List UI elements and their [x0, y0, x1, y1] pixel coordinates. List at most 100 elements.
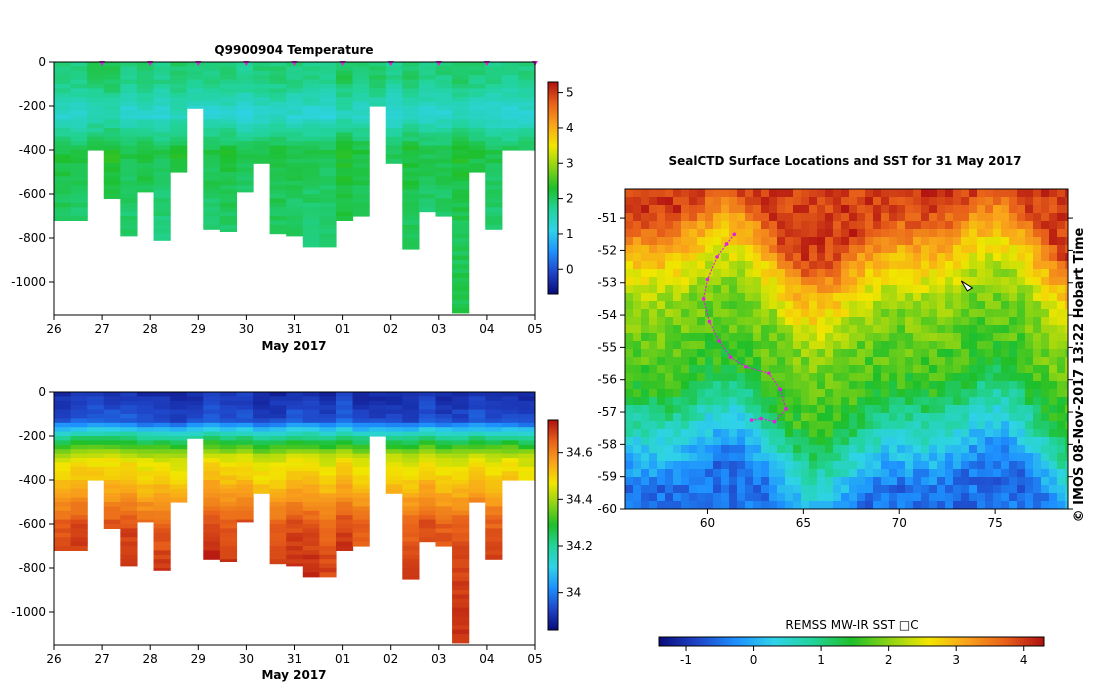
sst-cell: [945, 461, 954, 470]
salinity-cell: [253, 440, 271, 446]
sst-cell: [785, 341, 794, 350]
salinity-cell: [203, 532, 221, 538]
sst-cell: [1009, 413, 1018, 422]
salinity-cell: [385, 405, 403, 411]
sst-cell: [761, 285, 770, 294]
sst-cell: [793, 477, 802, 486]
temperature-cell: [452, 304, 470, 309]
salinity-cell: [402, 431, 420, 437]
sst-cell: [1033, 293, 1042, 302]
sst-cell: [1001, 493, 1010, 502]
salinity-cell: [87, 405, 105, 411]
temperature-cell: [335, 79, 354, 85]
temperature-cell: [153, 194, 171, 199]
sst-cell: [937, 365, 946, 374]
salinity-cell: [70, 502, 88, 507]
temperature-cell: [485, 194, 503, 199]
sst-cell: [681, 221, 690, 230]
temperature-cell: [203, 84, 221, 89]
temperature-cell: [385, 119, 403, 125]
temperature-cell: [319, 66, 337, 72]
sst-cell: [865, 221, 874, 230]
sst-cell: [665, 501, 674, 509]
temperature-cell: [468, 167, 486, 173]
salinity-cell: [54, 405, 72, 411]
sst-cell: [721, 189, 730, 198]
seal-track-point: [784, 406, 788, 411]
sst-cell: [1041, 445, 1050, 454]
sst-cell: [889, 293, 898, 302]
sst-cell: [993, 461, 1002, 470]
salinity-cell: [302, 484, 320, 490]
sst-cell: [673, 461, 682, 470]
salinity-cell: [236, 431, 254, 437]
sst-cell: [961, 461, 970, 470]
salinity-cell: [335, 532, 354, 538]
sst-cell: [873, 469, 882, 478]
temperature-cell: [335, 180, 354, 186]
sst-cell: [697, 229, 706, 238]
sst-cell: [721, 253, 730, 262]
temperature-cell: [302, 119, 320, 125]
sst-cell: [953, 253, 962, 262]
temperature-cell: [253, 128, 271, 133]
salinity-cell: [319, 440, 337, 446]
sst-cell: [801, 493, 810, 502]
temperature-cell: [485, 119, 503, 125]
sst-cell: [825, 453, 834, 462]
temperature-cell: [54, 136, 72, 142]
temperature-cell: [286, 224, 304, 230]
sst-cell: [689, 269, 698, 278]
temperature-cell: [286, 123, 304, 129]
salinity-cell: [269, 436, 287, 441]
sst-cell: [897, 261, 906, 270]
sst-cell: [729, 389, 738, 398]
sst-cell: [1065, 213, 1068, 222]
sst-cell: [1001, 501, 1010, 509]
temperature-cell: [452, 158, 470, 164]
temperature-cell: [369, 97, 387, 103]
temperature-cell: [319, 220, 337, 226]
sst-cell: [937, 429, 946, 438]
sst-cell: [833, 461, 842, 470]
temperature-cell: [136, 154, 155, 160]
sst-cell: [825, 261, 834, 270]
sst-cell: [833, 413, 842, 422]
sst-cell: [993, 309, 1002, 318]
sst-cell: [809, 493, 818, 502]
seal-track-point: [705, 277, 710, 282]
sst-cell: [705, 309, 714, 318]
sst-cell: [1049, 189, 1058, 198]
salinity-cell: [302, 453, 320, 459]
sst-cell: [657, 501, 666, 509]
salinity-cell: [87, 462, 105, 468]
salinity-cell: [319, 506, 337, 512]
temperature-colorbar: [547, 81, 559, 295]
salinity-cell: [153, 550, 171, 556]
sst-cell: [921, 277, 930, 286]
sst-cell: [745, 493, 754, 502]
salinity-cell: [501, 458, 520, 463]
salinity-cell: [319, 563, 337, 569]
sst-cell: [745, 341, 754, 350]
temperature-cell: [286, 66, 304, 72]
sst-cell: [785, 357, 794, 366]
salinity-cell: [435, 449, 453, 455]
sst-cell: [937, 397, 946, 406]
temperature-cell: [170, 158, 188, 164]
sst-cell: [713, 301, 722, 310]
temperature-cell: [319, 79, 337, 85]
temperature-cell: [219, 224, 238, 230]
sst-cell: [1017, 189, 1026, 198]
sst-cell: [929, 245, 938, 254]
sst-cell: [777, 277, 786, 286]
sst-cell: [697, 293, 706, 302]
salinity-cell: [219, 418, 238, 424]
sst-cell: [1017, 197, 1026, 206]
sst-cell: [793, 285, 802, 294]
temperature-cell: [269, 172, 287, 177]
sst-cell: [769, 493, 778, 502]
temperature-cell: [153, 207, 171, 213]
temperature-cell: [219, 62, 238, 67]
sst-cell: [897, 445, 906, 454]
